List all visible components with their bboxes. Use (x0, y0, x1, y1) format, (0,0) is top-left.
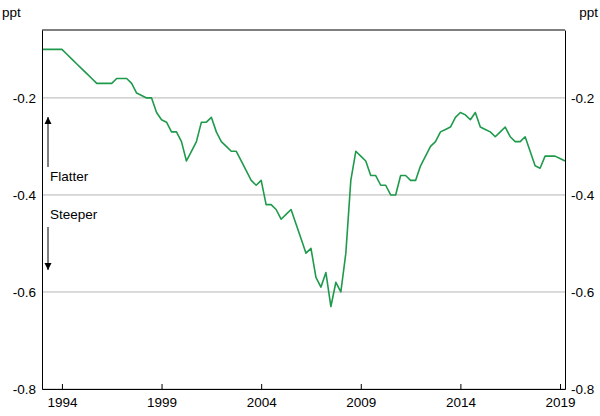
y-axis-right: -0.2-0.4-0.6-0.8 (565, 31, 595, 397)
tick: 2004 (247, 384, 278, 410)
annotation: Steeper (50, 207, 98, 222)
y-axis-left: -0.2 -0.4 -0.6 -0.8 (13, 31, 43, 397)
tick-mark (361, 384, 362, 389)
tick: -0.8 (13, 382, 42, 397)
tick: -0.6 (565, 285, 594, 300)
tick-label: 2009 (346, 395, 376, 410)
tick-label: -0.2 (13, 91, 36, 106)
tick-label: -0.2 (571, 91, 594, 106)
tick-mark (261, 384, 262, 389)
tick: -0.4 (565, 188, 595, 203)
axis-line (42, 31, 43, 390)
chart: -0.2-0.4-0.6-0.8-0.2-0.4-0.6-0.819941999… (0, 0, 600, 416)
tick: -0.4 (13, 188, 42, 203)
tick-label: -0.6 (571, 285, 594, 300)
tick-label: 2014 (446, 395, 477, 410)
tick-label: 2019 (545, 395, 575, 410)
tick-label: 1994 (47, 395, 78, 410)
frame (42, 30, 565, 31)
tick-mark (460, 384, 461, 389)
tick-label: -0.8 (13, 382, 36, 397)
axis-unit: ppt (2, 5, 21, 20)
annotation: Flatter (50, 169, 89, 184)
tick: 2009 (346, 384, 376, 410)
tick: 2019 (545, 384, 575, 410)
axis-line (565, 31, 566, 390)
tick: -0.6 (13, 285, 42, 300)
tick-label: 2004 (247, 395, 278, 410)
axis-unit: ppt (579, 5, 598, 20)
tick: 1999 (147, 384, 177, 410)
arrow-head (45, 263, 52, 270)
data-line (42, 49, 565, 306)
x-axis: 1994 1999 2004 2009 2014 2019 (43, 384, 576, 410)
tick-label: -0.4 (13, 188, 37, 203)
tick-label: -0.4 (571, 188, 595, 203)
tick: 1994 (47, 384, 78, 410)
grid-line (42, 194, 565, 195)
tick-mark (162, 384, 163, 389)
tick: 2014 (446, 384, 477, 410)
grid-line (42, 389, 565, 390)
tick-mark (560, 384, 561, 389)
plot-area (42, 49, 565, 306)
annotations: Flatter Steeper (45, 117, 98, 270)
tick: -0.2 (565, 91, 594, 106)
tick-label: 1999 (147, 395, 177, 410)
grid-line (42, 97, 565, 98)
arrow (48, 117, 49, 167)
arrow-head (45, 117, 52, 124)
tick-label: -0.6 (13, 285, 36, 300)
tick-mark (62, 384, 63, 389)
tick: -0.2 (13, 91, 42, 106)
axis-line (43, 389, 566, 390)
grid-line (42, 291, 565, 292)
